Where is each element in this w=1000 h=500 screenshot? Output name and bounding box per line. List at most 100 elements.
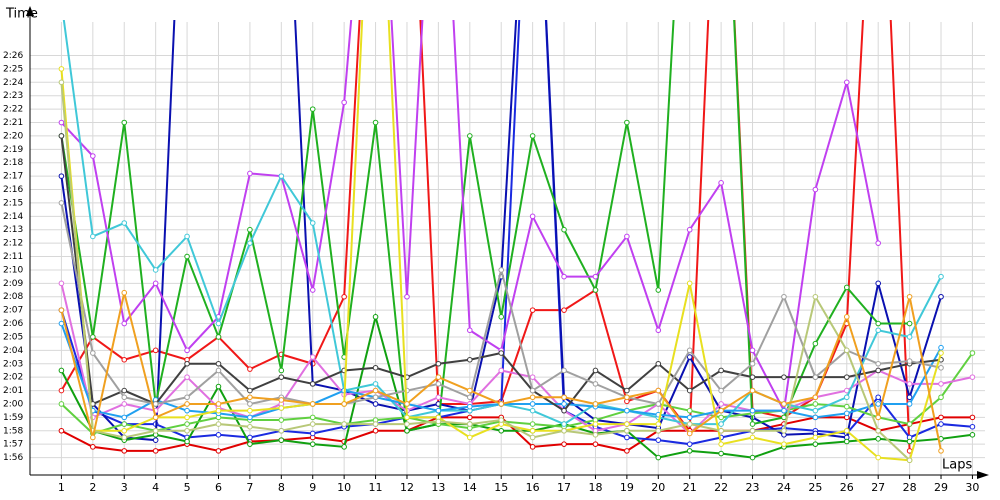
point	[247, 407, 253, 414]
y-tick-label: 2:06	[3, 319, 23, 329]
point	[215, 383, 222, 390]
point	[781, 293, 787, 300]
point	[529, 401, 536, 407]
point	[467, 327, 473, 334]
series-line	[60, 20, 973, 446]
point	[843, 427, 850, 434]
point	[529, 307, 536, 313]
point	[278, 374, 285, 380]
point	[90, 444, 96, 450]
point	[152, 414, 159, 421]
point	[655, 327, 662, 334]
point	[875, 360, 881, 367]
point	[278, 405, 285, 411]
point	[812, 340, 819, 347]
point	[561, 427, 567, 434]
point	[843, 347, 850, 354]
point	[121, 448, 128, 454]
point	[184, 374, 190, 380]
point	[561, 367, 567, 374]
point	[812, 394, 819, 401]
point	[278, 367, 285, 374]
point	[624, 407, 630, 414]
point	[969, 350, 976, 356]
point	[184, 233, 190, 240]
point	[718, 421, 724, 427]
point	[718, 401, 724, 407]
series-line	[60, 20, 911, 451]
point	[372, 364, 379, 371]
x-tick-label: 23	[746, 481, 760, 494]
point	[341, 293, 347, 300]
point	[152, 280, 159, 287]
point	[812, 414, 819, 421]
point	[749, 347, 756, 354]
point	[624, 233, 630, 240]
x-tick-label: 9	[309, 481, 316, 494]
point	[247, 366, 253, 372]
point	[215, 401, 222, 407]
point	[938, 350, 944, 356]
point	[812, 401, 819, 407]
x-tick-label: 11	[369, 481, 383, 494]
point	[655, 401, 662, 407]
point	[58, 320, 65, 327]
point	[655, 454, 662, 461]
point	[655, 387, 662, 394]
point	[906, 421, 913, 427]
point	[435, 418, 442, 425]
point	[372, 401, 379, 407]
point	[184, 394, 190, 401]
point	[498, 267, 505, 273]
point	[59, 0, 64, 4]
point	[529, 213, 536, 220]
x-tick-label: 24	[777, 481, 791, 494]
point	[686, 280, 693, 287]
point	[561, 401, 567, 407]
point	[875, 414, 881, 421]
point	[624, 421, 630, 427]
point	[467, 133, 473, 139]
point	[467, 387, 473, 394]
point	[278, 397, 285, 403]
point	[938, 293, 944, 300]
point	[247, 441, 253, 447]
point	[247, 226, 253, 233]
series-line	[60, 283, 973, 435]
point	[749, 454, 756, 461]
y-tick-label: 2:17	[3, 172, 23, 182]
point	[372, 427, 379, 434]
point	[686, 430, 693, 437]
point	[341, 401, 347, 407]
point	[718, 450, 724, 457]
point	[938, 273, 944, 280]
point	[184, 407, 190, 414]
y-tick-label: 2:16	[3, 185, 23, 195]
y-tick-label: 2:12	[3, 239, 23, 249]
y-tick-label: 2:08	[3, 292, 23, 302]
point	[90, 334, 96, 340]
point	[561, 394, 567, 401]
point	[812, 407, 819, 414]
point	[906, 394, 913, 401]
point	[152, 437, 159, 443]
point	[686, 226, 693, 233]
point	[686, 354, 693, 360]
point	[215, 448, 222, 454]
point	[215, 431, 222, 438]
point	[309, 220, 316, 226]
x-tick-label: 3	[121, 481, 128, 494]
point	[529, 374, 536, 380]
point	[247, 170, 253, 177]
y-tick-label: 2:19	[3, 145, 23, 155]
y-tick-label: 2:10	[3, 265, 23, 275]
point	[90, 350, 96, 356]
point	[58, 66, 65, 72]
point	[749, 374, 756, 380]
point	[121, 356, 128, 363]
point	[498, 367, 505, 374]
point	[592, 441, 599, 447]
point	[843, 79, 850, 86]
point	[938, 381, 944, 387]
